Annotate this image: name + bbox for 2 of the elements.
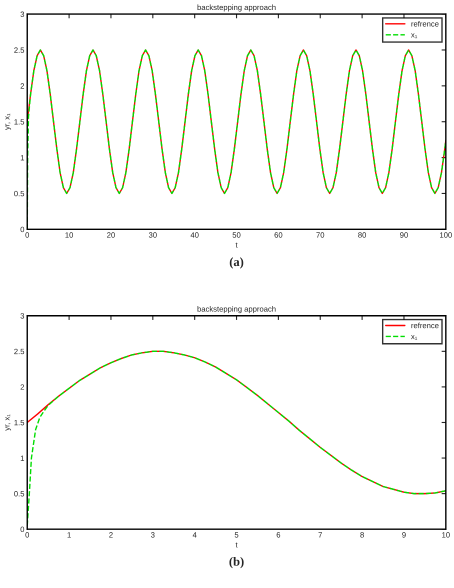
text: (a) (230, 257, 244, 269)
text: (b) (229, 556, 244, 568)
